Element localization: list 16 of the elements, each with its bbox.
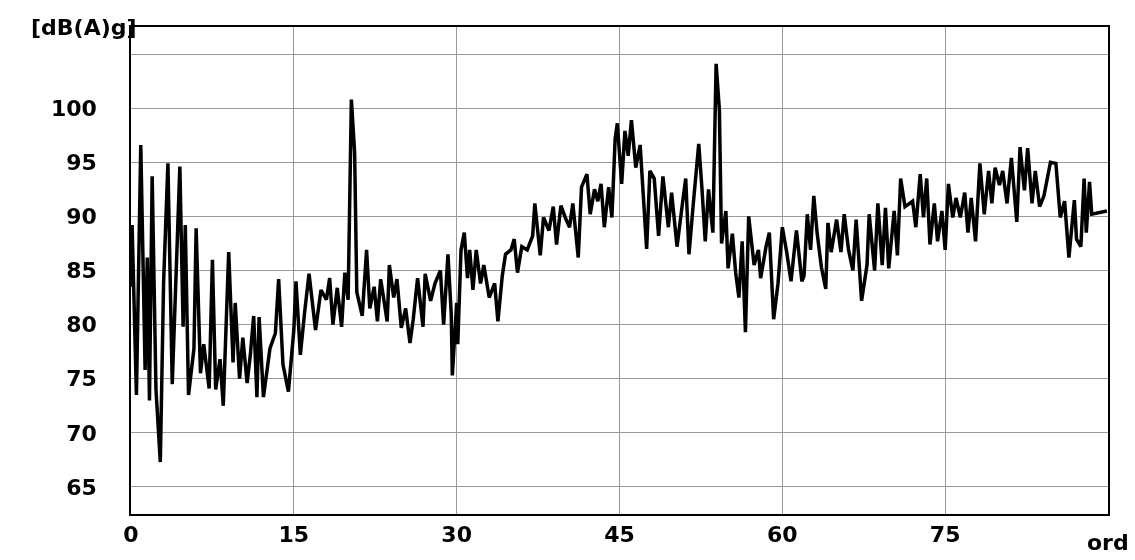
y-tick-label: 80 [66,312,97,338]
x-tick-label: 15 [278,522,310,548]
y-tick-label: 100 [50,95,97,121]
x-axis-title: ord [1087,530,1129,555]
x-tick-label: 30 [441,522,472,548]
y-tick-label: 90 [66,204,97,230]
y-axis-title: [dB(A)g] [31,15,137,40]
x-tick-label: 0 [123,522,139,548]
x-tick-label: 45 [604,522,635,548]
y-tick-label: 65 [66,474,97,500]
y-tick-label: 85 [66,258,97,284]
x-tick-label: 75 [929,522,961,548]
y-tick-label: 95 [66,149,97,175]
y-tick-label: 75 [66,366,97,392]
x-tick-label: 60 [767,522,798,548]
y-tick-label: 70 [66,420,97,446]
